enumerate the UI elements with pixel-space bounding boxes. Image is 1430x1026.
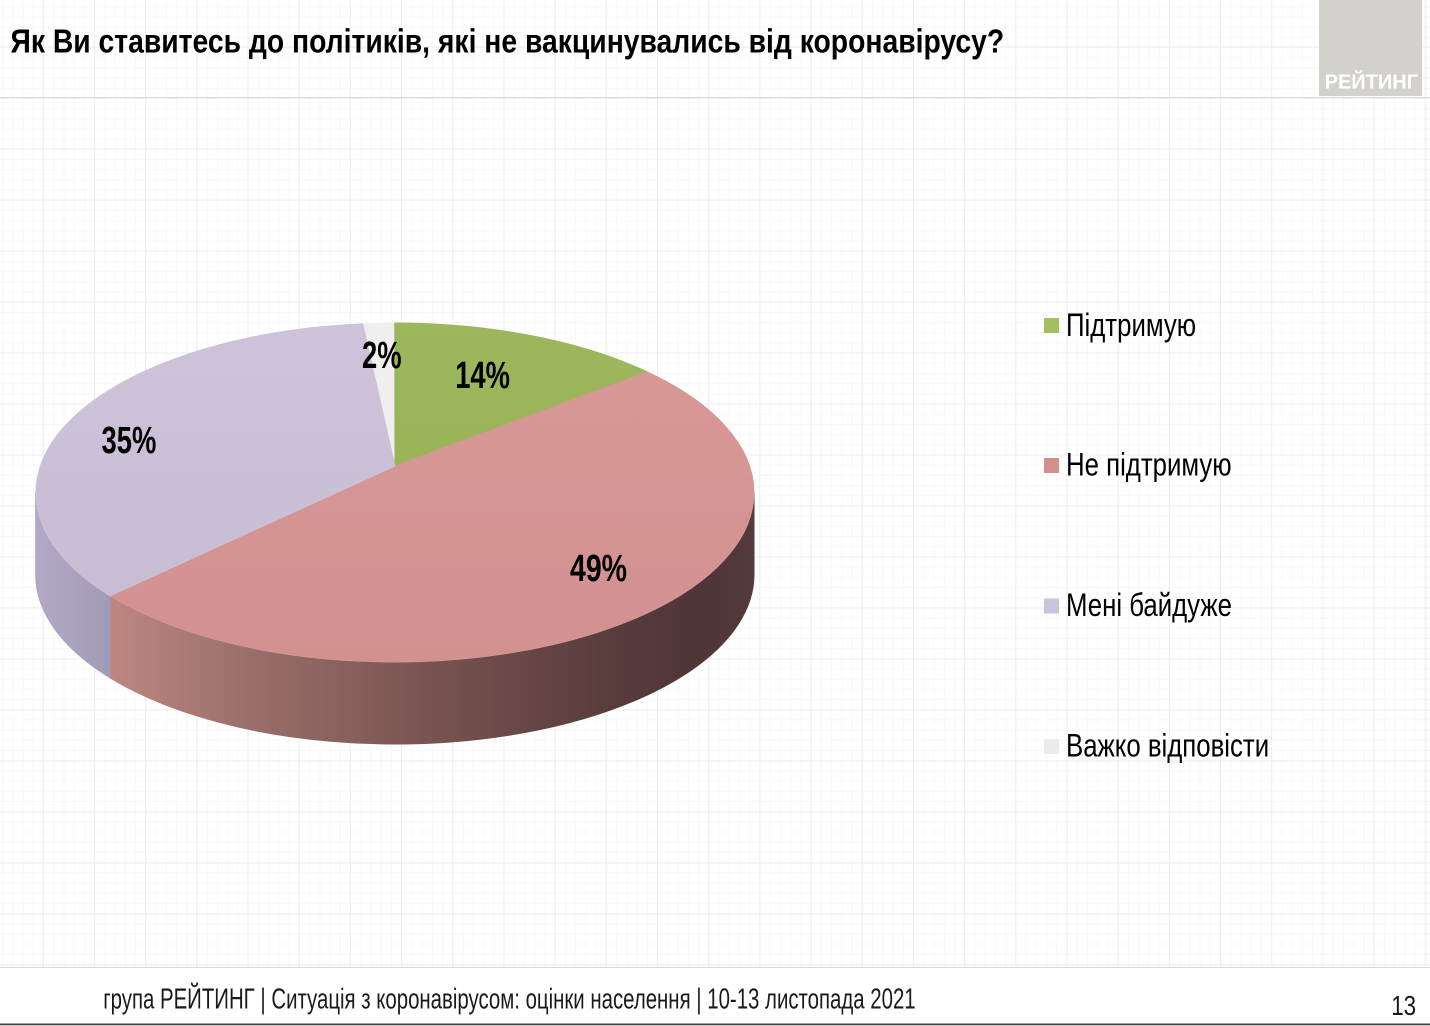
svg-text:Підтримую: Підтримую bbox=[1066, 309, 1196, 344]
svg-text:група РЕЙТИНГ | Ситуація з кор: група РЕЙТИНГ | Ситуація з коронавірусом… bbox=[103, 983, 915, 1015]
svg-text:14%: 14% bbox=[455, 355, 510, 397]
svg-text:49%: 49% bbox=[570, 548, 627, 590]
svg-text:Мені байдуже: Мені байдуже bbox=[1066, 588, 1232, 623]
svg-text:35%: 35% bbox=[102, 420, 157, 462]
svg-text:Як Ви ставитесь до політиків,: Як Ви ставитесь до політиків, які не вак… bbox=[11, 22, 1005, 60]
svg-text:Важко відповісти: Важко відповісти bbox=[1066, 729, 1269, 764]
svg-text:РЕЙТИНГ: РЕЙТИНГ bbox=[1325, 70, 1418, 94]
svg-text:Не підтримую: Не підтримую bbox=[1066, 448, 1232, 483]
svg-text:13: 13 bbox=[1391, 991, 1416, 1022]
svg-text:2%: 2% bbox=[362, 335, 402, 377]
